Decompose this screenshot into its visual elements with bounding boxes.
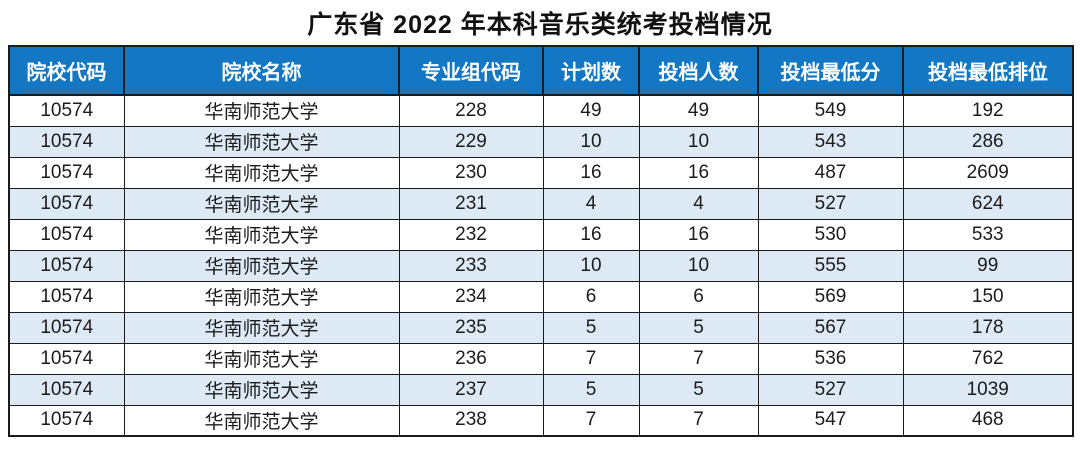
cell-col-3: 16 xyxy=(542,156,640,189)
cell-col-4: 49 xyxy=(638,94,759,127)
cell-col-0: 10574 xyxy=(8,125,125,158)
column-header-4: 投档人数 xyxy=(638,45,759,96)
cell-col-6: 533 xyxy=(902,218,1074,251)
cell-col-4: 16 xyxy=(638,156,759,189)
cell-col-6: 178 xyxy=(902,311,1074,344)
cell-col-1: 华南师范大学 xyxy=(123,125,400,158)
cell-col-0: 10574 xyxy=(8,94,125,127)
cell-col-5: 569 xyxy=(757,280,904,313)
cell-col-3: 4 xyxy=(542,187,640,220)
cell-col-4: 10 xyxy=(638,249,759,282)
table-row: 10574 华南师范大学 234 6 6 569 150 xyxy=(8,280,1074,313)
cell-col-3: 5 xyxy=(542,311,640,344)
table-row: 10574 华南师范大学 233 10 10 555 99 xyxy=(8,249,1074,282)
cell-col-1: 华南师范大学 xyxy=(123,373,400,406)
cell-col-0: 10574 xyxy=(8,280,125,313)
cell-col-0: 10574 xyxy=(8,249,125,282)
cell-col-5: 536 xyxy=(757,342,904,375)
cell-col-0: 10574 xyxy=(8,342,125,375)
column-header-3: 计划数 xyxy=(542,45,640,96)
cell-col-6: 99 xyxy=(902,249,1074,282)
table-row: 10574 华南师范大学 232 16 16 530 533 xyxy=(8,218,1074,251)
cell-col-4: 7 xyxy=(638,404,759,437)
cell-col-6: 192 xyxy=(902,94,1074,127)
table-row: 10574 华南师范大学 230 16 16 487 2609 xyxy=(8,156,1074,189)
cell-col-1: 华南师范大学 xyxy=(123,156,400,189)
table-row: 10574 华南师范大学 237 5 5 527 1039 xyxy=(8,373,1074,406)
table-row: 10574 华南师范大学 235 5 5 567 178 xyxy=(8,311,1074,344)
page-title: 广东省 2022 年本科音乐类统考投档情况 xyxy=(307,11,773,39)
table-row: 10574 华南师范大学 229 10 10 543 286 xyxy=(8,125,1074,158)
cell-col-2: 235 xyxy=(398,311,544,344)
cell-col-5: 547 xyxy=(757,404,904,437)
cell-col-2: 232 xyxy=(398,218,544,251)
cell-col-6: 762 xyxy=(902,342,1074,375)
cell-col-5: 549 xyxy=(757,94,904,127)
cell-col-6: 2609 xyxy=(902,156,1074,189)
column-header-6: 投档最低排位 xyxy=(902,45,1074,96)
cell-col-1: 华南师范大学 xyxy=(123,94,400,127)
cell-col-3: 7 xyxy=(542,342,640,375)
cell-col-3: 6 xyxy=(542,280,640,313)
cell-col-1: 华南师范大学 xyxy=(123,342,400,375)
cell-col-0: 10574 xyxy=(8,218,125,251)
cell-col-6: 468 xyxy=(902,404,1074,437)
cell-col-2: 228 xyxy=(398,94,544,127)
cell-col-3: 10 xyxy=(542,249,640,282)
cell-col-5: 527 xyxy=(757,187,904,220)
cell-col-3: 5 xyxy=(542,373,640,406)
cell-col-5: 567 xyxy=(757,311,904,344)
cell-col-2: 231 xyxy=(398,187,544,220)
cell-col-4: 16 xyxy=(638,218,759,251)
column-header-0: 院校代码 xyxy=(8,45,125,96)
table-row: 10574 华南师范大学 236 7 7 536 762 xyxy=(8,342,1074,375)
table-row: 10574 华南师范大学 231 4 4 527 624 xyxy=(8,187,1074,220)
cell-col-1: 华南师范大学 xyxy=(123,249,400,282)
cell-col-3: 10 xyxy=(542,125,640,158)
cell-col-5: 543 xyxy=(757,125,904,158)
cell-col-4: 6 xyxy=(638,280,759,313)
cell-col-3: 16 xyxy=(542,218,640,251)
cell-col-2: 233 xyxy=(398,249,544,282)
cell-col-0: 10574 xyxy=(8,187,125,220)
cell-col-4: 4 xyxy=(638,187,759,220)
cell-col-4: 5 xyxy=(638,311,759,344)
cell-col-1: 华南师范大学 xyxy=(123,187,400,220)
table-row: 10574 华南师范大学 228 49 49 549 192 xyxy=(8,94,1074,127)
cell-col-2: 234 xyxy=(398,280,544,313)
cell-col-5: 555 xyxy=(757,249,904,282)
cell-col-2: 238 xyxy=(398,404,544,437)
cell-col-0: 10574 xyxy=(8,156,125,189)
cell-col-5: 527 xyxy=(757,373,904,406)
cell-col-0: 10574 xyxy=(8,373,125,406)
cell-col-1: 华南师范大学 xyxy=(123,218,400,251)
column-header-1: 院校名称 xyxy=(123,45,400,96)
cell-col-5: 530 xyxy=(757,218,904,251)
cell-col-4: 7 xyxy=(638,342,759,375)
cell-col-1: 华南师范大学 xyxy=(123,280,400,313)
cell-col-1: 华南师范大学 xyxy=(123,404,400,437)
cell-col-4: 5 xyxy=(638,373,759,406)
cell-col-6: 624 xyxy=(902,187,1074,220)
cell-col-3: 49 xyxy=(542,94,640,127)
table-body: 10574 华南师范大学 228 49 49 549 192 10574 华南师范大学 229 10… xyxy=(8,94,1074,437)
table-row: 10574 华南师范大学 238 7 7 547 468 xyxy=(8,404,1074,437)
column-header-5: 投档最低分 xyxy=(757,45,904,96)
cell-col-6: 286 xyxy=(902,125,1074,158)
cell-col-5: 487 xyxy=(757,156,904,189)
cell-col-3: 7 xyxy=(542,404,640,437)
cell-col-6: 150 xyxy=(902,280,1074,313)
cell-col-2: 230 xyxy=(398,156,544,189)
cell-col-0: 10574 xyxy=(8,311,125,344)
cell-col-2: 229 xyxy=(398,125,544,158)
cell-col-2: 236 xyxy=(398,342,544,375)
cell-col-6: 1039 xyxy=(902,373,1074,406)
admission-score-table: 院校代码 院校名称 专业组代码 计划数 投档人数 投档最低分 投档最低排位 10574 华南师… xyxy=(8,45,1074,437)
cell-col-2: 237 xyxy=(398,373,544,406)
table-header-row: 院校代码 院校名称 专业组代码 计划数 投档人数 投档最低分 投档最低排位 xyxy=(8,45,1074,96)
column-header-2: 专业组代码 xyxy=(398,45,544,96)
cell-col-4: 10 xyxy=(638,125,759,158)
cell-col-1: 华南师范大学 xyxy=(123,311,400,344)
cell-col-0: 10574 xyxy=(8,404,125,437)
